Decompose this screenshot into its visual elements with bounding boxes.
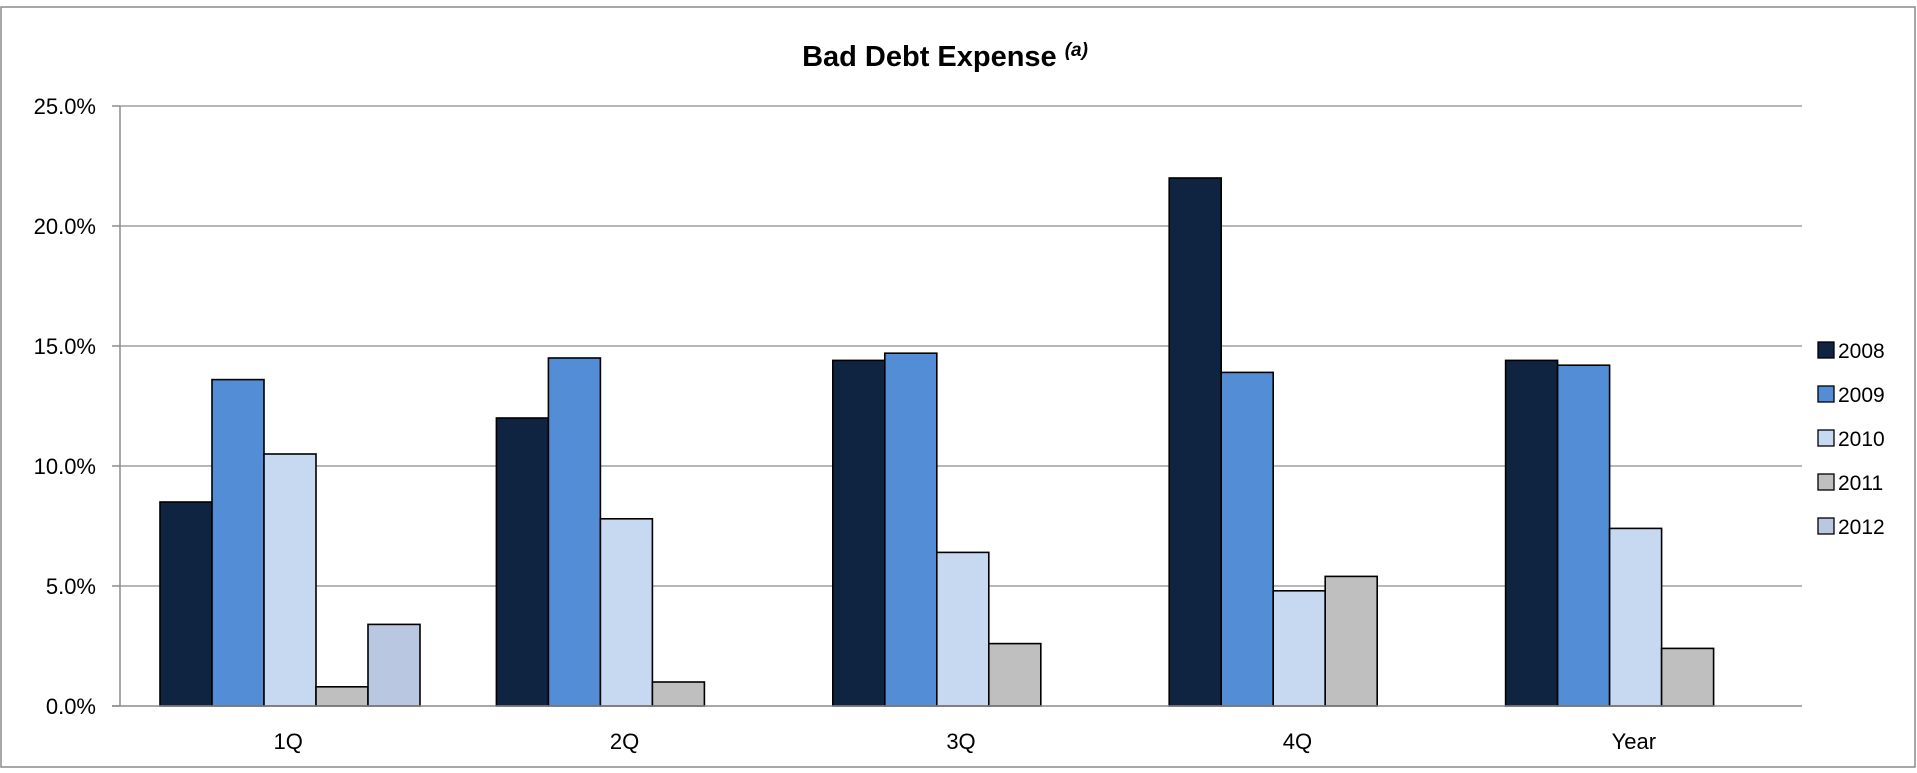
bar-2011-1Q — [315, 685, 369, 707]
legend-swatch-2008 — [1817, 341, 1835, 359]
bar-2009-1Q — [211, 378, 265, 707]
legend-label-2008: 2008 — [1838, 340, 1885, 363]
legend-label-2009: 2009 — [1838, 384, 1885, 407]
bar-2008-3Q — [831, 359, 886, 707]
bar-2011-2Q — [651, 681, 706, 707]
x-axis-tick-labels: 1Q 2Q 3Q 4Q Year — [274, 729, 1657, 754]
bar-2009-2Q — [547, 357, 602, 707]
bar-2012-1Q — [367, 623, 421, 707]
bar-2010-2Q — [599, 517, 654, 707]
x-tick-label: 3Q — [946, 729, 975, 754]
legend-label-2011: 2011 — [1838, 472, 1883, 495]
x-tick-label: 2Q — [610, 729, 639, 754]
bar-2011-4Q — [1324, 575, 1378, 707]
chart-title: Bad Debt Expense (a) — [802, 40, 1088, 73]
bar-2011-3Q — [987, 642, 1042, 707]
legend-swatch-2010 — [1817, 429, 1835, 447]
bar-2010-1Q — [263, 453, 317, 707]
bar-2008-4Q — [1168, 177, 1222, 707]
y-tick-label: 0.0% — [46, 694, 96, 719]
y-tick-label: 10.0% — [34, 454, 96, 479]
y-tick-label: 15.0% — [34, 334, 96, 359]
axes — [112, 105, 1802, 707]
y-tick-label: 25.0% — [34, 94, 96, 119]
bar-2011-Year — [1660, 647, 1715, 707]
x-tick-label: 1Q — [274, 729, 303, 754]
y-tick-label: 5.0% — [46, 574, 96, 599]
x-tick-label: 4Q — [1283, 729, 1312, 754]
bar-2010-3Q — [935, 551, 990, 707]
chart-title-superscript: (a) — [1065, 40, 1088, 61]
y-axis-tick-labels: 0.0% 5.0% 10.0% 15.0% 20.0% 25.0% — [34, 94, 96, 719]
legend-label-2010: 2010 — [1838, 428, 1885, 451]
bar-2009-4Q — [1220, 371, 1274, 707]
bars — [159, 177, 1715, 707]
legend: 2008 2009 2010 2011 2012 — [1817, 340, 1885, 539]
legend-swatch-2009 — [1817, 385, 1835, 403]
bar-2008-1Q — [159, 501, 213, 707]
bar-2010-4Q — [1272, 589, 1326, 707]
legend-label-2012: 2012 — [1838, 516, 1885, 539]
legend-swatch-2011 — [1817, 473, 1835, 491]
y-tick-label: 20.0% — [34, 214, 96, 239]
bar-2008-Year — [1504, 359, 1559, 707]
bar-2008-2Q — [495, 417, 550, 707]
x-tick-label: Year — [1612, 729, 1656, 754]
bar-2009-3Q — [883, 352, 938, 707]
bar-2009-Year — [1556, 364, 1611, 707]
legend-swatch-2012 — [1817, 517, 1835, 535]
chart-title-text: Bad Debt Expense — [802, 41, 1057, 73]
bar-2010-Year — [1608, 527, 1663, 707]
